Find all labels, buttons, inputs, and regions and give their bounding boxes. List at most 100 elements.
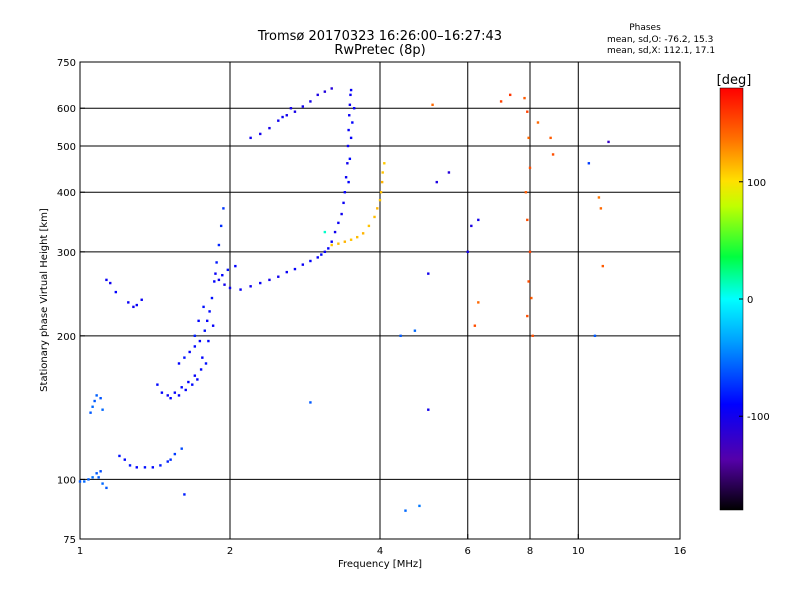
data-point xyxy=(343,240,347,243)
data-point xyxy=(348,114,351,117)
data-point xyxy=(249,136,252,140)
data-point xyxy=(349,136,353,140)
data-point xyxy=(404,509,407,512)
data-point xyxy=(173,391,177,394)
data-point xyxy=(466,250,469,254)
y-tick-label: 600 xyxy=(57,104,76,115)
data-point xyxy=(151,466,155,469)
data-point xyxy=(361,232,365,235)
data-point xyxy=(599,207,603,210)
y-tick-label: 100 xyxy=(57,475,76,486)
data-point xyxy=(316,256,319,259)
colorbar-tick-label: -100 xyxy=(747,412,770,423)
y-axis-ticks: 75 100 200 300 400 500 600 750 xyxy=(57,58,85,546)
data-point xyxy=(435,180,438,184)
data-point xyxy=(128,464,132,467)
data-point xyxy=(607,140,610,144)
data-point xyxy=(208,310,211,313)
data-point xyxy=(528,166,532,170)
data-point xyxy=(213,280,216,283)
data-point xyxy=(347,128,350,132)
phase-line-x: mean, sd,X: 112.1, 17.1 xyxy=(607,46,715,56)
data-point xyxy=(93,399,96,403)
data-point xyxy=(166,460,169,463)
data-point xyxy=(196,378,199,381)
data-point xyxy=(427,272,430,275)
data-point xyxy=(268,126,271,130)
data-point xyxy=(473,324,477,327)
data-point xyxy=(97,476,100,479)
data-point xyxy=(127,301,130,304)
data-point xyxy=(169,396,172,400)
data-point xyxy=(99,470,102,473)
data-point xyxy=(118,454,121,458)
data-point xyxy=(140,298,143,301)
data-point xyxy=(132,305,135,309)
data-point xyxy=(187,380,190,384)
data-point xyxy=(343,191,347,194)
data-point xyxy=(349,238,353,241)
data-point xyxy=(531,334,534,338)
colorbar-tick-label: 0 xyxy=(747,295,753,306)
data-point xyxy=(91,405,94,408)
data-point xyxy=(289,107,293,110)
data-point xyxy=(166,394,169,397)
data-point xyxy=(323,90,327,93)
data-point xyxy=(551,153,555,156)
data-point xyxy=(523,96,526,100)
data-point xyxy=(470,224,473,228)
data-point xyxy=(346,162,349,165)
data-point xyxy=(277,275,280,278)
data-point xyxy=(309,401,312,404)
data-point xyxy=(376,207,379,210)
y-tick-label: 300 xyxy=(57,248,76,259)
data-point xyxy=(340,212,343,216)
data-point xyxy=(109,281,112,285)
data-point xyxy=(177,394,181,397)
data-points xyxy=(78,87,610,512)
data-point xyxy=(355,235,359,239)
data-point xyxy=(135,466,138,469)
data-point xyxy=(191,383,194,386)
data-point xyxy=(210,296,214,300)
colorbar-tick-label: 100 xyxy=(747,178,766,189)
data-point xyxy=(323,250,327,254)
data-point xyxy=(601,264,605,268)
phase-heading: Phases xyxy=(629,23,661,33)
data-point xyxy=(431,103,434,107)
colorbar-unit-label: [deg] xyxy=(717,73,752,88)
x-tick-label: 10 xyxy=(572,546,585,557)
data-point xyxy=(184,388,187,392)
data-point xyxy=(344,176,348,179)
x-tick-label: 2 xyxy=(227,546,233,557)
data-point xyxy=(223,283,226,286)
data-point xyxy=(160,391,164,394)
x-tick-label: 16 xyxy=(674,546,687,557)
data-point xyxy=(323,230,327,234)
data-point xyxy=(101,408,104,411)
x-tick-label: 4 xyxy=(377,546,383,557)
data-point xyxy=(499,100,503,103)
data-point xyxy=(180,386,183,389)
data-point xyxy=(320,253,323,256)
data-point xyxy=(123,458,126,461)
data-point xyxy=(285,114,288,117)
data-point xyxy=(330,240,333,243)
data-point xyxy=(508,93,512,97)
x-tick-label: 1 xyxy=(77,546,83,557)
data-point xyxy=(203,329,206,332)
data-point xyxy=(105,486,108,490)
data-point xyxy=(418,504,421,508)
data-point xyxy=(301,263,305,266)
data-point xyxy=(549,136,552,140)
data-point xyxy=(201,356,204,359)
data-point xyxy=(309,100,312,103)
data-point xyxy=(347,180,350,184)
data-point xyxy=(342,201,345,205)
data-point xyxy=(91,476,94,479)
data-point xyxy=(95,472,98,475)
data-point xyxy=(593,334,597,338)
data-point xyxy=(381,171,384,174)
data-point xyxy=(477,301,480,304)
data-point xyxy=(143,466,147,469)
